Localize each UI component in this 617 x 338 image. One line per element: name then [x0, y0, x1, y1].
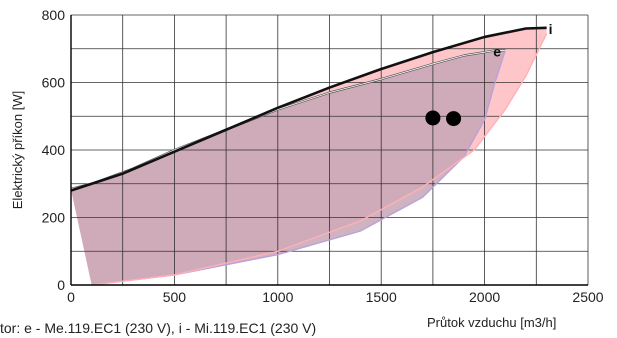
x-tick-label: 0: [67, 289, 75, 305]
curve-tag-i: i: [549, 21, 553, 37]
operating-point: [446, 111, 462, 127]
x-tick-label: 2500: [572, 289, 603, 305]
min-curve-e: [91, 50, 506, 286]
x-tick-label: 500: [163, 289, 187, 305]
envelope-e: [71, 50, 506, 285]
y-tick-label: 200: [42, 210, 66, 226]
x-axis-label: Průtok vzduchu [m3/h]: [427, 315, 556, 330]
y-tick-label: 600: [42, 75, 66, 91]
chart-caption: tor: e - Me.119.EC1 (230 V), i - Mi.119.…: [0, 320, 316, 336]
y-tick-label: 400: [42, 142, 66, 158]
max-curve-i: [70, 26, 547, 192]
y-tick-label: 800: [42, 7, 66, 23]
min-curve-i: [91, 33, 548, 286]
operating-point: [425, 110, 441, 126]
x-tick-label: 2000: [469, 289, 500, 305]
y-axis-label: Elektrický příkon [W]: [10, 91, 25, 209]
x-tick-label: 1000: [262, 289, 293, 305]
curve-tag-e: e: [493, 43, 501, 59]
x-tick-label: 1500: [366, 289, 397, 305]
axes: [70, 15, 588, 286]
y-tick-label: 0: [57, 277, 65, 293]
